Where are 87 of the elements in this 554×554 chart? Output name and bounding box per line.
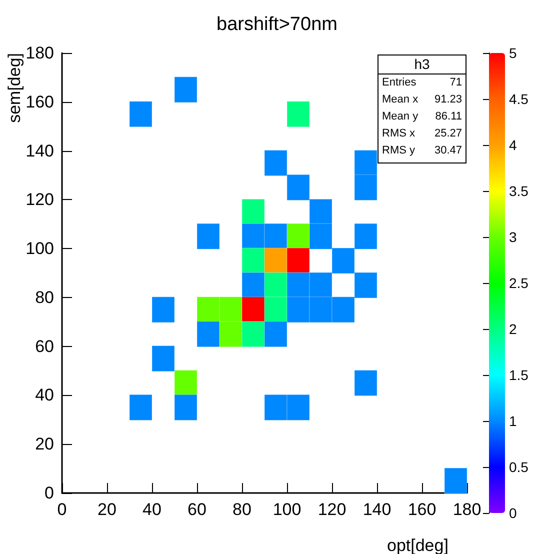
point: [309, 223, 332, 250]
y-tick-label: 100: [26, 239, 54, 258]
point: [354, 174, 378, 200]
annotation: 86.11: [435, 110, 462, 122]
annotation: Entries: [382, 76, 417, 88]
x-tick-label: 180: [452, 500, 482, 519]
color-bar-label: 4.5: [509, 91, 529, 107]
point: [242, 223, 265, 250]
y-tick-label: 160: [26, 92, 54, 112]
point: [174, 76, 198, 103]
annotation: Mean x: [382, 94, 419, 106]
point: [196, 223, 220, 250]
point: [242, 198, 265, 225]
point: [264, 321, 288, 348]
color-bar-label: 1.5: [509, 367, 529, 383]
color-bar-label: 5: [509, 45, 517, 61]
color-bar-label: 1: [509, 413, 517, 429]
annotation: 91.23: [434, 94, 462, 106]
y-tick-label: 180: [26, 44, 54, 62]
point: [129, 394, 152, 420]
point: [332, 296, 355, 323]
point: [152, 296, 175, 323]
annotation: 71: [450, 76, 462, 88]
y-tick-label: 40: [35, 386, 54, 405]
point: [242, 272, 265, 298]
x-tick-label: 140: [362, 500, 392, 519]
y-axis-title: sem[deg]: [5, 52, 24, 123]
point: [152, 346, 175, 372]
point: [286, 394, 310, 420]
point: [264, 296, 288, 323]
chart-title: barshift>70nm: [216, 14, 338, 35]
point: [332, 248, 355, 274]
y-tick-label: 20: [35, 434, 54, 454]
x-tick-label: 160: [408, 500, 436, 519]
x-tick-label: 80: [232, 500, 252, 519]
point: [174, 394, 198, 420]
point: [354, 150, 378, 176]
y-tick-label: 140: [26, 141, 54, 160]
point: [286, 223, 310, 250]
annotation: 25.27: [434, 128, 462, 140]
x-tick-label: 100: [272, 500, 302, 519]
x-tick-label: 20: [98, 500, 116, 519]
point: [286, 272, 310, 298]
annotation: h3: [414, 56, 430, 72]
point: [264, 150, 288, 176]
point: [286, 101, 310, 128]
color-bar-label: 0.5: [509, 459, 529, 475]
point: [286, 296, 310, 323]
point: [309, 272, 332, 298]
point: [196, 321, 220, 348]
point: [219, 321, 242, 348]
point: [309, 198, 332, 225]
point: [354, 370, 378, 396]
color-bar-label: 2: [509, 321, 517, 337]
point: [354, 272, 378, 298]
x-tick-label: 60: [188, 500, 206, 519]
point: [354, 223, 378, 250]
point: [129, 101, 152, 128]
x-tick-label: 0: [57, 500, 67, 519]
point: [286, 174, 310, 200]
point: [242, 296, 265, 323]
x-tick-label: 40: [142, 500, 162, 519]
color-bar-label: 3.5: [509, 183, 529, 199]
point: [264, 272, 288, 298]
point: [286, 248, 310, 274]
color-bar-label: 4: [509, 137, 517, 153]
point: [264, 223, 288, 250]
color-bar-label: 2.5: [509, 275, 529, 291]
annotation: 30.47: [434, 144, 462, 156]
point: [444, 468, 468, 494]
point: [309, 296, 332, 323]
color-bar-label: 3: [509, 229, 517, 245]
y-tick-label: 120: [26, 190, 54, 210]
point: [219, 296, 242, 323]
point: [242, 248, 265, 274]
y-tick-label: 0: [44, 484, 54, 502]
annotation: Mean y: [382, 110, 419, 122]
point: [174, 370, 198, 396]
y-tick-label: 60: [35, 336, 54, 356]
x-tick-label: 120: [318, 500, 346, 519]
point: [196, 296, 220, 323]
point: [264, 394, 288, 420]
point: [242, 321, 265, 348]
annotation: RMS x: [382, 128, 416, 140]
annotation: RMS y: [382, 144, 416, 156]
point: [264, 248, 288, 274]
y-tick-label: 80: [35, 288, 54, 307]
